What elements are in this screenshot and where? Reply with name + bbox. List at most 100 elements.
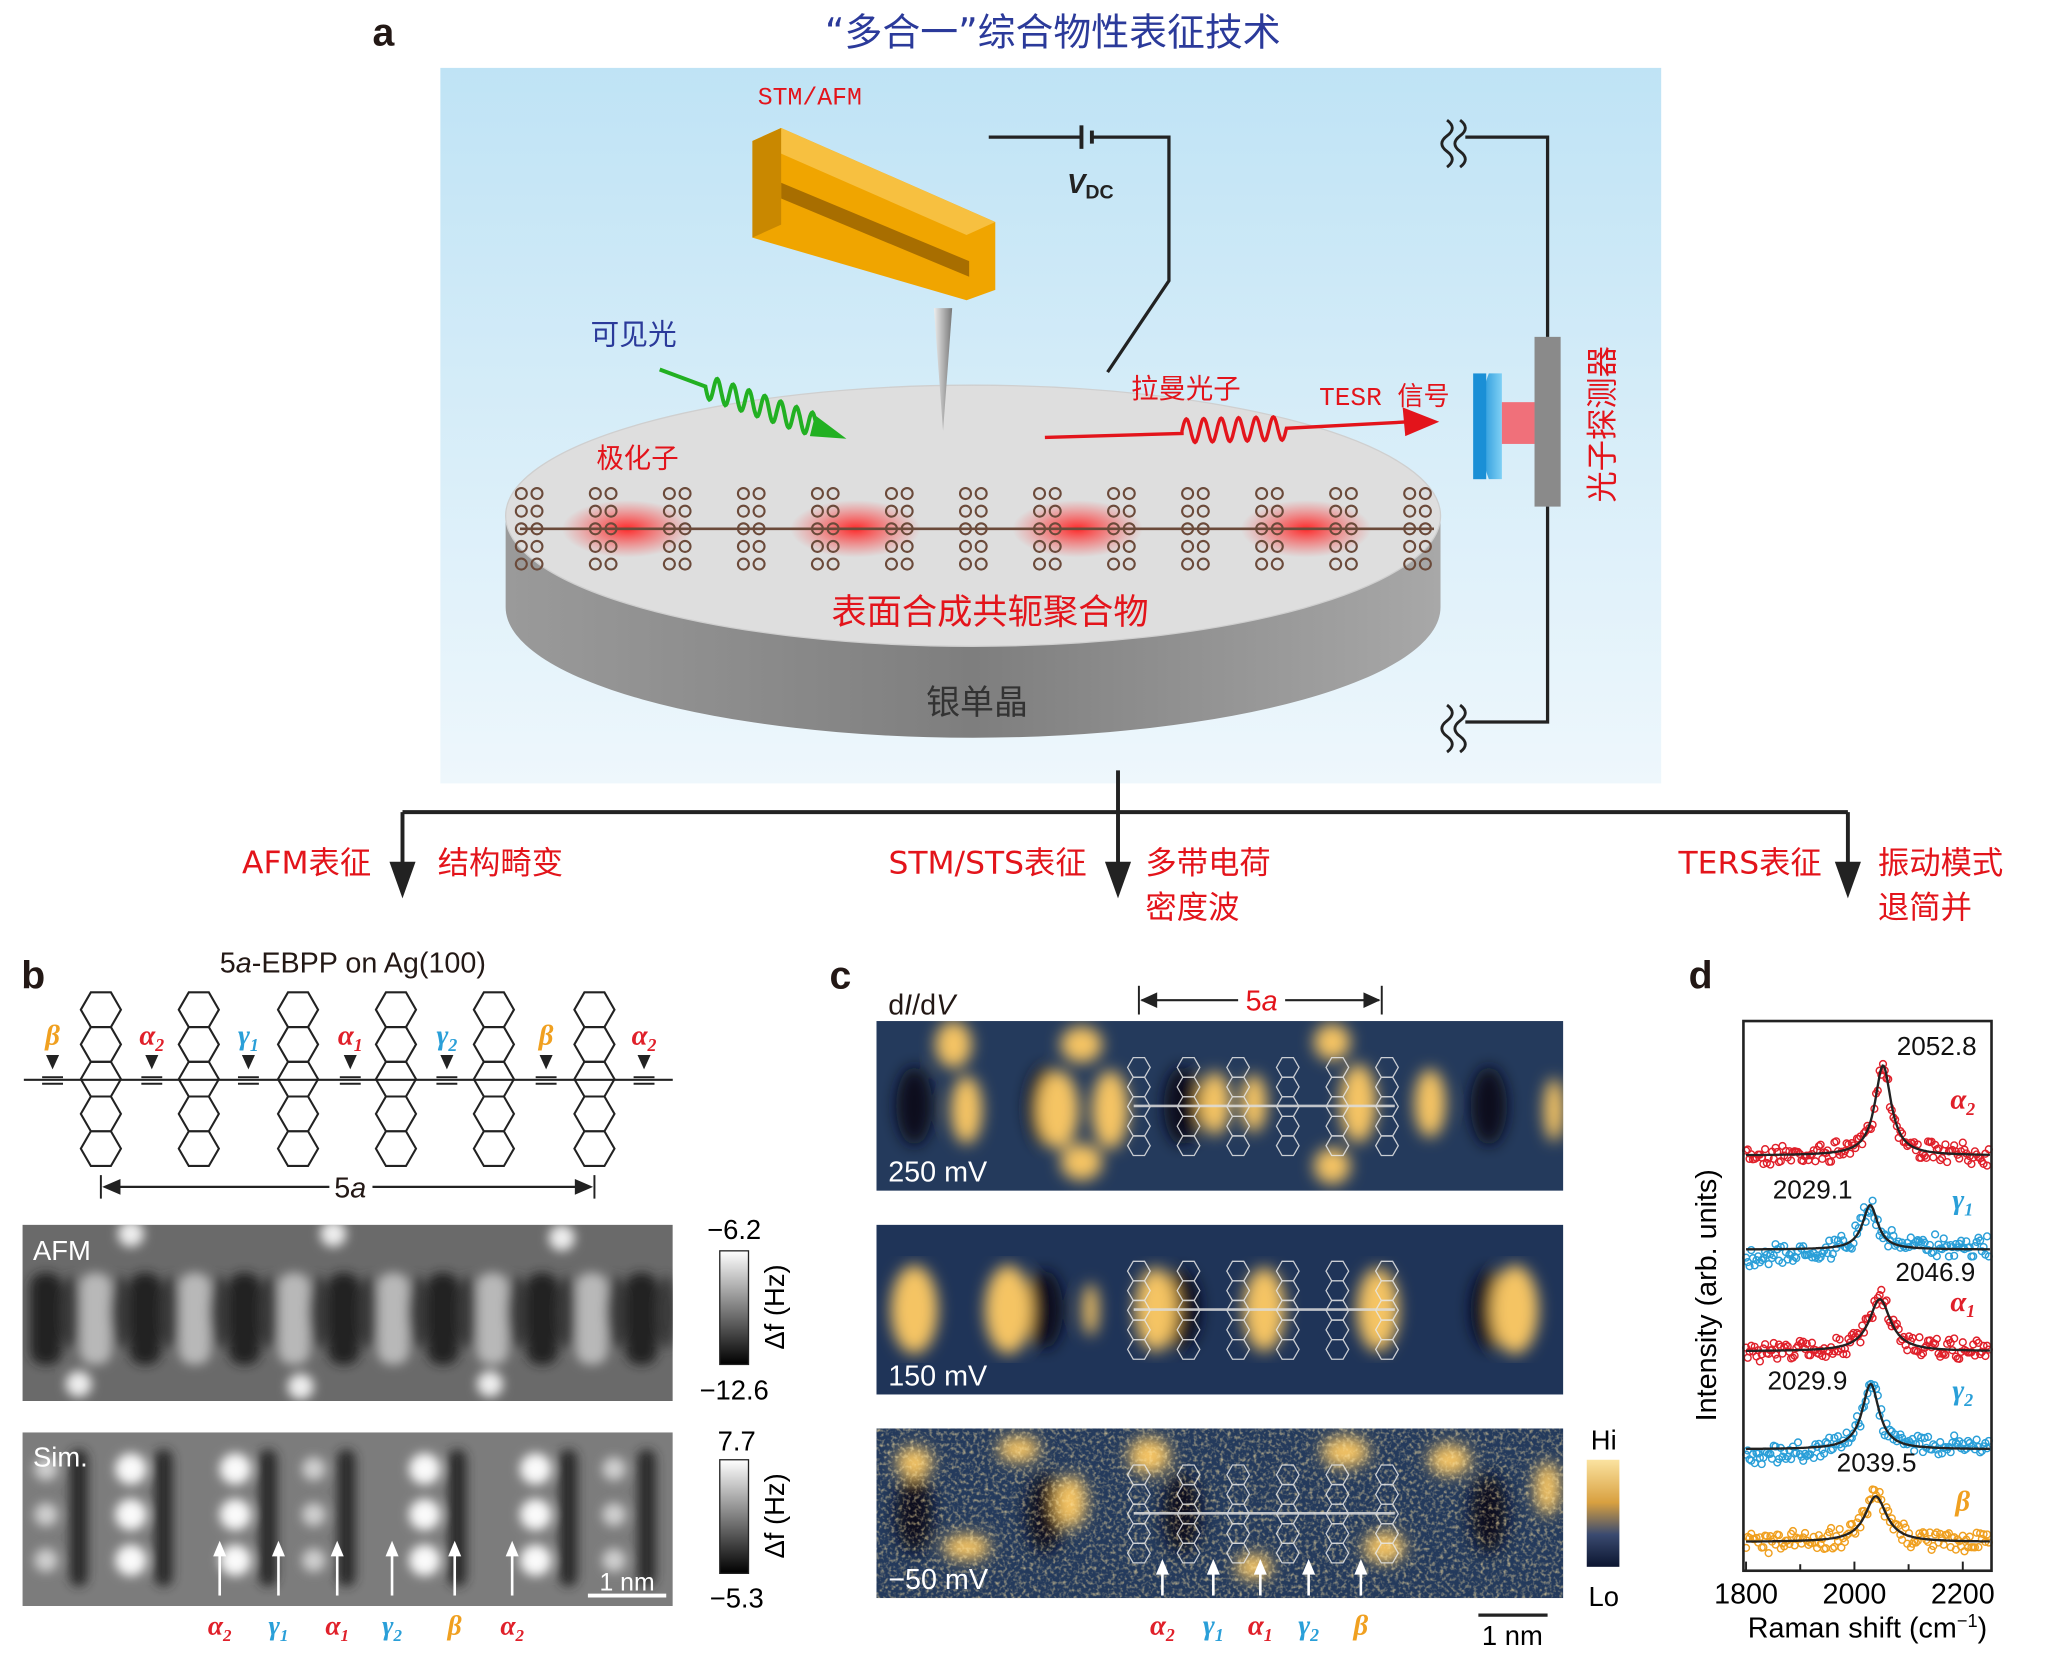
polymer-ring <box>810 539 824 553</box>
sim-feature <box>219 1498 252 1531</box>
data-point <box>1932 1334 1941 1343</box>
tesr-signal-label: TESR 信号 <box>1319 382 1450 413</box>
site-label: γ2 <box>436 1020 457 1055</box>
data-point <box>1793 1438 1803 1447</box>
chemical-structure: β α2 γ1 α1 γ2 β α2 <box>23 991 673 1168</box>
overlay-ring <box>1226 1135 1251 1157</box>
polymer-ring <box>1255 522 1269 536</box>
data-point <box>1788 1526 1798 1536</box>
polymer-ring <box>1329 539 1343 553</box>
overlay-ring <box>1176 1338 1201 1360</box>
data-point <box>1766 1449 1775 1458</box>
data-point <box>1771 1442 1780 1451</box>
sim-feature <box>69 1449 88 1587</box>
silver-crystal-disk <box>504 384 1442 738</box>
data-point <box>1958 1138 1967 1147</box>
polymer-ring <box>1255 487 1269 501</box>
afm-feature <box>159 1275 181 1349</box>
data-point <box>1934 1450 1943 1459</box>
bright-feature <box>1037 1070 1079 1150</box>
data-point <box>1826 1445 1836 1455</box>
afm-feature <box>556 1275 578 1349</box>
fit-curve <box>1746 1298 1990 1353</box>
polymer-ring <box>958 487 973 501</box>
sim-feature <box>602 1548 626 1573</box>
peak-label: 2046.9 <box>1895 1257 1975 1287</box>
data-point <box>1897 1535 1907 1544</box>
molecule-overlay <box>1126 1056 1400 1157</box>
data-point <box>1906 1439 1915 1448</box>
site-marker-icon <box>46 1054 60 1070</box>
data-point <box>1833 1432 1843 1441</box>
afm-feature <box>655 1275 673 1349</box>
acene-ring <box>374 991 418 1029</box>
afm-feature <box>457 1275 479 1349</box>
didv-map <box>876 1021 1564 1191</box>
site-arrow-icon <box>1206 1558 1220 1575</box>
afm-feature <box>278 1273 310 1365</box>
didv-label: dI/dV <box>888 990 958 1022</box>
bias-label: 150 mV <box>888 1360 988 1392</box>
data-point <box>1785 1250 1794 1259</box>
acene-ring <box>276 1130 320 1168</box>
visible-light-arrowhead <box>809 415 847 439</box>
polymer-ring <box>1329 487 1343 501</box>
polymer-ring <box>1048 522 1062 536</box>
branch-arrows <box>400 770 1850 878</box>
polymer-ring <box>826 522 840 536</box>
sim-feature <box>448 1449 467 1587</box>
panel-label-b: b <box>21 954 45 997</box>
plot-frame <box>1742 1019 1993 1573</box>
y-axis-label: Intensity (arb. units) <box>1691 1169 1723 1421</box>
polymer-ring <box>752 522 766 536</box>
site-label: α2 <box>500 1611 524 1645</box>
polymer-ring <box>1270 539 1284 553</box>
visible-light-label: 可见光 <box>591 318 677 352</box>
data-point <box>1868 1196 1877 1205</box>
data-point <box>1941 1140 1950 1149</box>
sim-feature <box>219 1544 252 1576</box>
polymer-ring <box>1107 522 1121 536</box>
polymer-ring <box>604 522 618 536</box>
polymer-ring <box>514 539 528 553</box>
polymer-ring <box>1181 504 1195 518</box>
fit-curve <box>1746 1382 1990 1451</box>
polymer-ring <box>958 504 973 518</box>
sim-feature <box>409 1544 441 1576</box>
polymer-ring <box>1107 504 1121 518</box>
data-point <box>1950 1251 1959 1260</box>
polymer-ring <box>736 504 750 518</box>
site-marker-icon <box>440 1054 454 1070</box>
simulated-afm-image <box>22 1432 673 1606</box>
acene-ring <box>573 1026 616 1063</box>
afm-colorbar <box>719 1250 750 1366</box>
fit-curve <box>1745 1064 1990 1157</box>
sim-feature <box>520 1498 552 1531</box>
series-label: γ2 <box>1952 1375 1973 1410</box>
peak-label: 2039.5 <box>1837 1448 1917 1478</box>
site-label: γ1 <box>238 1020 259 1055</box>
polymer-ring <box>1107 539 1121 553</box>
polymer-ring <box>530 504 544 518</box>
data-point <box>1774 1530 1784 1540</box>
polymer-ring <box>1418 504 1432 518</box>
afm-feature <box>117 1224 144 1247</box>
polymer-ring <box>1270 487 1284 501</box>
molecule-overlay <box>1126 1260 1400 1360</box>
afm-feature <box>228 1273 261 1365</box>
data-point <box>1835 1335 1844 1344</box>
sim-feature <box>34 1502 58 1527</box>
data-point <box>1781 1454 1790 1463</box>
site-marker-icon <box>343 1054 357 1070</box>
polymer-ring <box>1329 557 1343 571</box>
data-point <box>1911 1439 1921 1449</box>
data-point <box>1981 1351 1990 1361</box>
data-point <box>1845 1149 1855 1158</box>
polymer-ring <box>604 539 618 553</box>
data-point <box>1757 1255 1766 1265</box>
site-label: γ1 <box>268 1611 288 1645</box>
acene-ring <box>374 1026 418 1063</box>
sim-feature <box>154 1449 173 1587</box>
panel-b: b 5a-EBPP on Ag(100) β α2 γ1 α1 γ2 β α2 5a AFM… <box>21 948 790 1645</box>
data-point <box>1783 1255 1792 1264</box>
